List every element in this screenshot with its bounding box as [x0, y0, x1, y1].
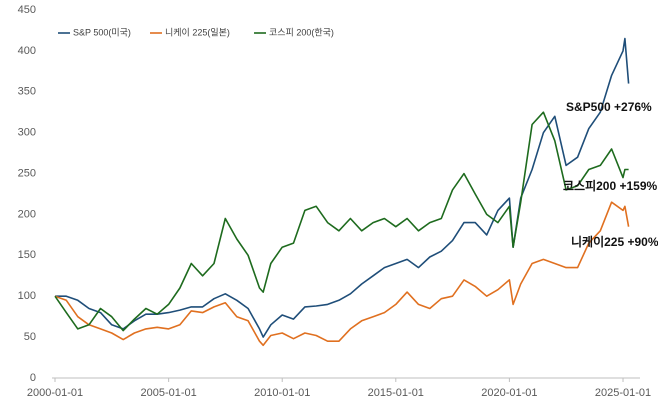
y-tick-label: 100 — [18, 290, 36, 302]
y-tick-label: 200 — [18, 208, 36, 220]
x-tick-label: 2000-01-01 — [27, 387, 83, 399]
y-tick-label: 0 — [30, 372, 36, 384]
y-tick-label: 300 — [18, 127, 36, 139]
y-tick-label: 400 — [18, 45, 36, 57]
annotation: S&P500 +276% — [566, 100, 652, 114]
series-line — [55, 37, 630, 338]
x-tick-label: 2005-01-01 — [141, 387, 197, 399]
series-line — [54, 111, 629, 332]
y-tick-label: 350 — [18, 86, 36, 98]
series-line — [54, 201, 630, 347]
y-tick-label: 50 — [24, 331, 36, 343]
y-tick-label: 150 — [18, 249, 36, 261]
legend-label: 코스피 200(한국) — [269, 27, 334, 37]
y-tick-label: 450 — [18, 4, 36, 16]
legend: S&P 500(미국) 니케이 225(일본) 코스피 200(한국) — [58, 27, 334, 37]
y-tick-label: 250 — [18, 167, 36, 179]
x-tick-label: 2025-01-01 — [595, 387, 651, 399]
legend-label: 니케이 225(일본) — [165, 27, 230, 37]
legend-label: S&P 500(미국) — [73, 27, 131, 37]
annotation: 코스피200 +159% — [563, 178, 658, 193]
x-tick-label: 2010-01-01 — [254, 387, 310, 399]
x-tick-label: 2015-01-01 — [368, 387, 424, 399]
x-tick-label: 2020-01-01 — [481, 387, 537, 399]
annotation: 니케이225 +90% — [571, 234, 658, 249]
